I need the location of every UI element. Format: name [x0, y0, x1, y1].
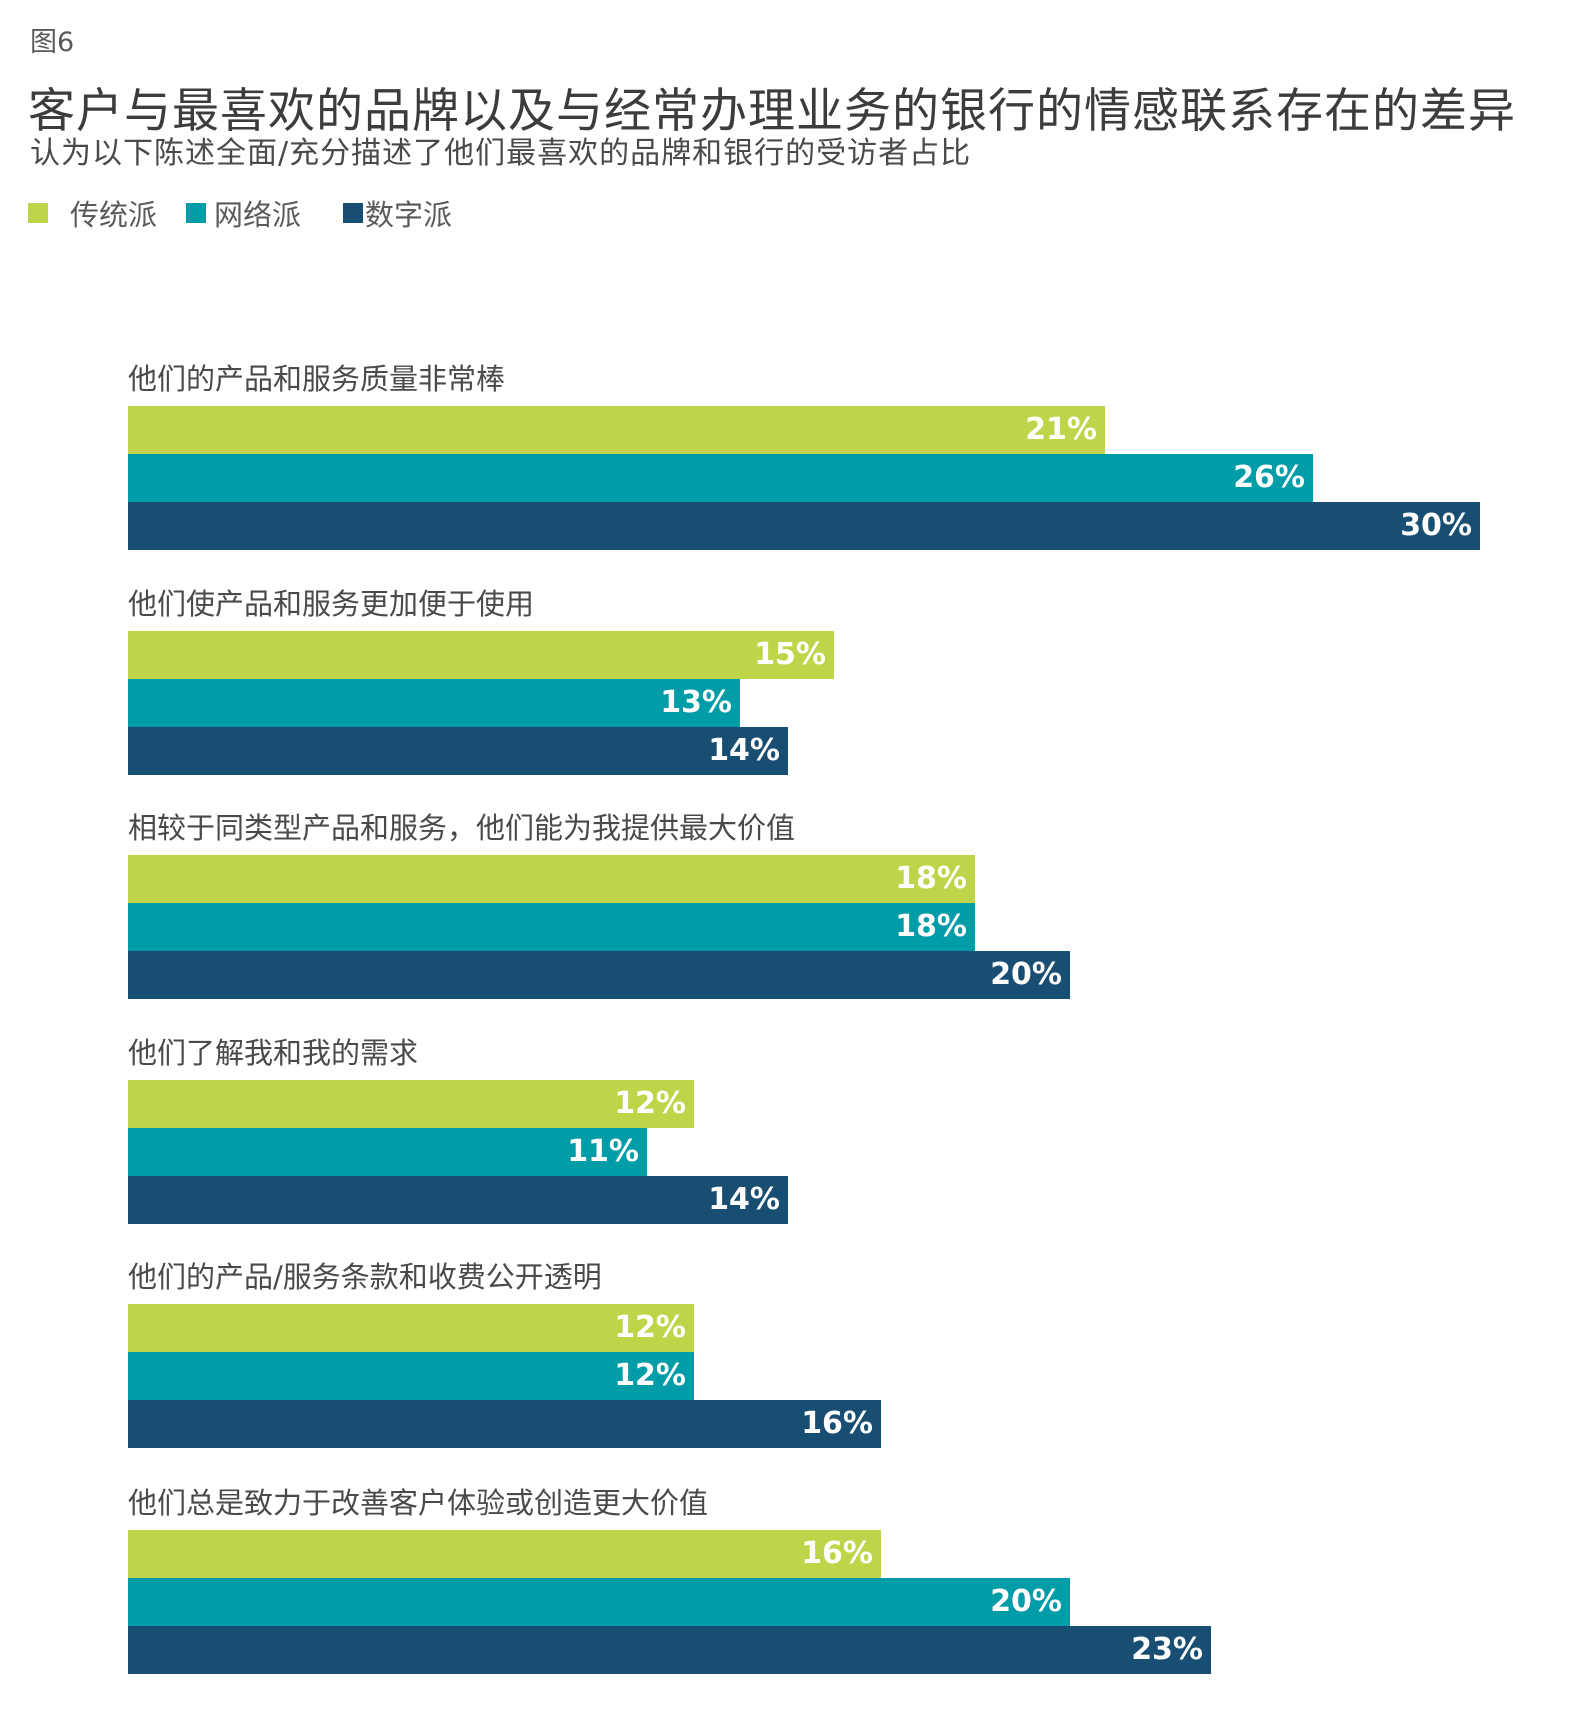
bar-digital: 14%	[128, 1176, 788, 1224]
bar-online: 12%	[128, 1352, 694, 1400]
legend-label: 数字派	[365, 198, 453, 232]
bar-value-label: 14%	[708, 733, 780, 768]
bar-digital: 23%	[128, 1626, 1211, 1674]
bar-online: 11%	[128, 1128, 647, 1176]
bar-traditional: 15%	[128, 631, 834, 679]
bar-value-label: 12%	[614, 1310, 686, 1345]
bar-value-label: 12%	[614, 1358, 686, 1393]
bar-traditional: 12%	[128, 1304, 694, 1352]
bar-traditional: 18%	[128, 855, 975, 903]
legend-swatch-icon	[186, 203, 206, 223]
category-label: 他们总是致力于改善客户体验或创造更大价值	[128, 1486, 709, 1520]
bar-online: 20%	[128, 1578, 1070, 1626]
bar-value-label: 15%	[754, 637, 826, 672]
legend-item-online: 网络派	[186, 192, 301, 234]
bar-value-label: 11%	[567, 1134, 639, 1169]
figure-label: 图6	[30, 27, 75, 58]
bar-value-label: 20%	[990, 1584, 1062, 1619]
bar-traditional: 16%	[128, 1530, 881, 1578]
legend-swatch-icon	[343, 203, 363, 223]
bar-traditional: 12%	[128, 1080, 694, 1128]
bar-traditional: 21%	[128, 406, 1105, 454]
bar-value-label: 16%	[801, 1536, 873, 1571]
bar-value-label: 18%	[895, 909, 967, 944]
category-label: 相较于同类型产品和服务，他们能为我提供最大价值	[128, 811, 796, 845]
bar-value-label: 20%	[990, 957, 1062, 992]
bar-value-label: 13%	[660, 685, 732, 720]
bar-value-label: 23%	[1131, 1632, 1203, 1667]
legend-item-digital: 数字派	[343, 192, 452, 234]
bar-online: 26%	[128, 454, 1313, 502]
bar-online: 18%	[128, 903, 975, 951]
bar-value-label: 14%	[708, 1182, 780, 1217]
chart-title: 客户与最喜欢的品牌以及与经常办理业务的银行的情感联系存在的差异	[28, 84, 1516, 139]
bar-value-label: 26%	[1233, 460, 1305, 495]
bar-digital: 30%	[128, 502, 1480, 550]
bar-digital: 16%	[128, 1400, 881, 1448]
legend-item-traditional: 传统派	[28, 192, 157, 234]
legend-swatch-icon	[28, 203, 48, 223]
category-label: 他们的产品和服务质量非常棒	[128, 362, 506, 396]
category-label: 他们使产品和服务更加便于使用	[128, 587, 535, 621]
bar-value-label: 21%	[1025, 412, 1097, 447]
bar-value-label: 18%	[895, 861, 967, 896]
bar-digital: 14%	[128, 727, 788, 775]
category-label: 他们的产品/服务条款和收费公开透明	[128, 1260, 602, 1294]
bar-value-label: 16%	[801, 1406, 873, 1441]
chart-subtitle: 认为以下陈述全面/充分描述了他们最喜欢的品牌和银行的受访者占比	[30, 136, 972, 171]
legend-label: 传统派	[70, 198, 158, 232]
bar-online: 13%	[128, 679, 740, 727]
category-label: 他们了解我和我的需求	[128, 1036, 419, 1070]
bar-digital: 20%	[128, 951, 1070, 999]
bar-value-label: 12%	[614, 1086, 686, 1121]
bar-value-label: 30%	[1400, 508, 1472, 543]
legend-label: 网络派	[214, 198, 302, 232]
